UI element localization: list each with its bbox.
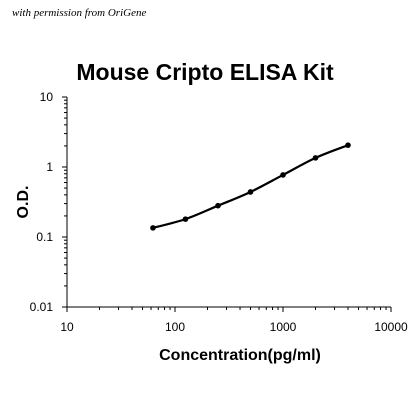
x-tick-label: 1000 [270,320,297,334]
y-tick-label: 0.1 [36,230,53,244]
standard-curve-line [151,144,350,229]
data-point [182,216,189,222]
chart-title: Mouse Cripto ELISA Kit [76,59,334,85]
permission-note: with permission from OriGene [12,7,147,19]
x-tick-label: 10000 [374,320,408,334]
data-point [150,225,156,231]
y-tick-label: 0.01 [30,300,54,314]
y-tick-label: 1 [46,160,53,174]
data-point [215,202,221,209]
data-point [280,172,286,178]
y-axis-label: O.D. [15,186,32,219]
data-points [150,142,351,231]
y-axis-tick-labels: 10 1 0.1 0.01 [30,90,54,314]
data-point [247,189,254,195]
y-tick-label: 10 [40,90,54,104]
y-axis-ticks [62,96,67,308]
x-tick-label: 100 [165,320,185,334]
data-point [312,155,319,161]
x-tick-label: 10 [60,320,74,334]
x-axis-tick-labels: 10 100 1000 10000 [60,320,408,334]
x-axis-ticks [66,307,392,312]
x-axis-label: Concentration(pg/ml) [159,347,321,364]
plot-area: 10 1 0.1 0.01 10 100 1000 10000 [30,90,408,334]
data-point [345,142,351,148]
